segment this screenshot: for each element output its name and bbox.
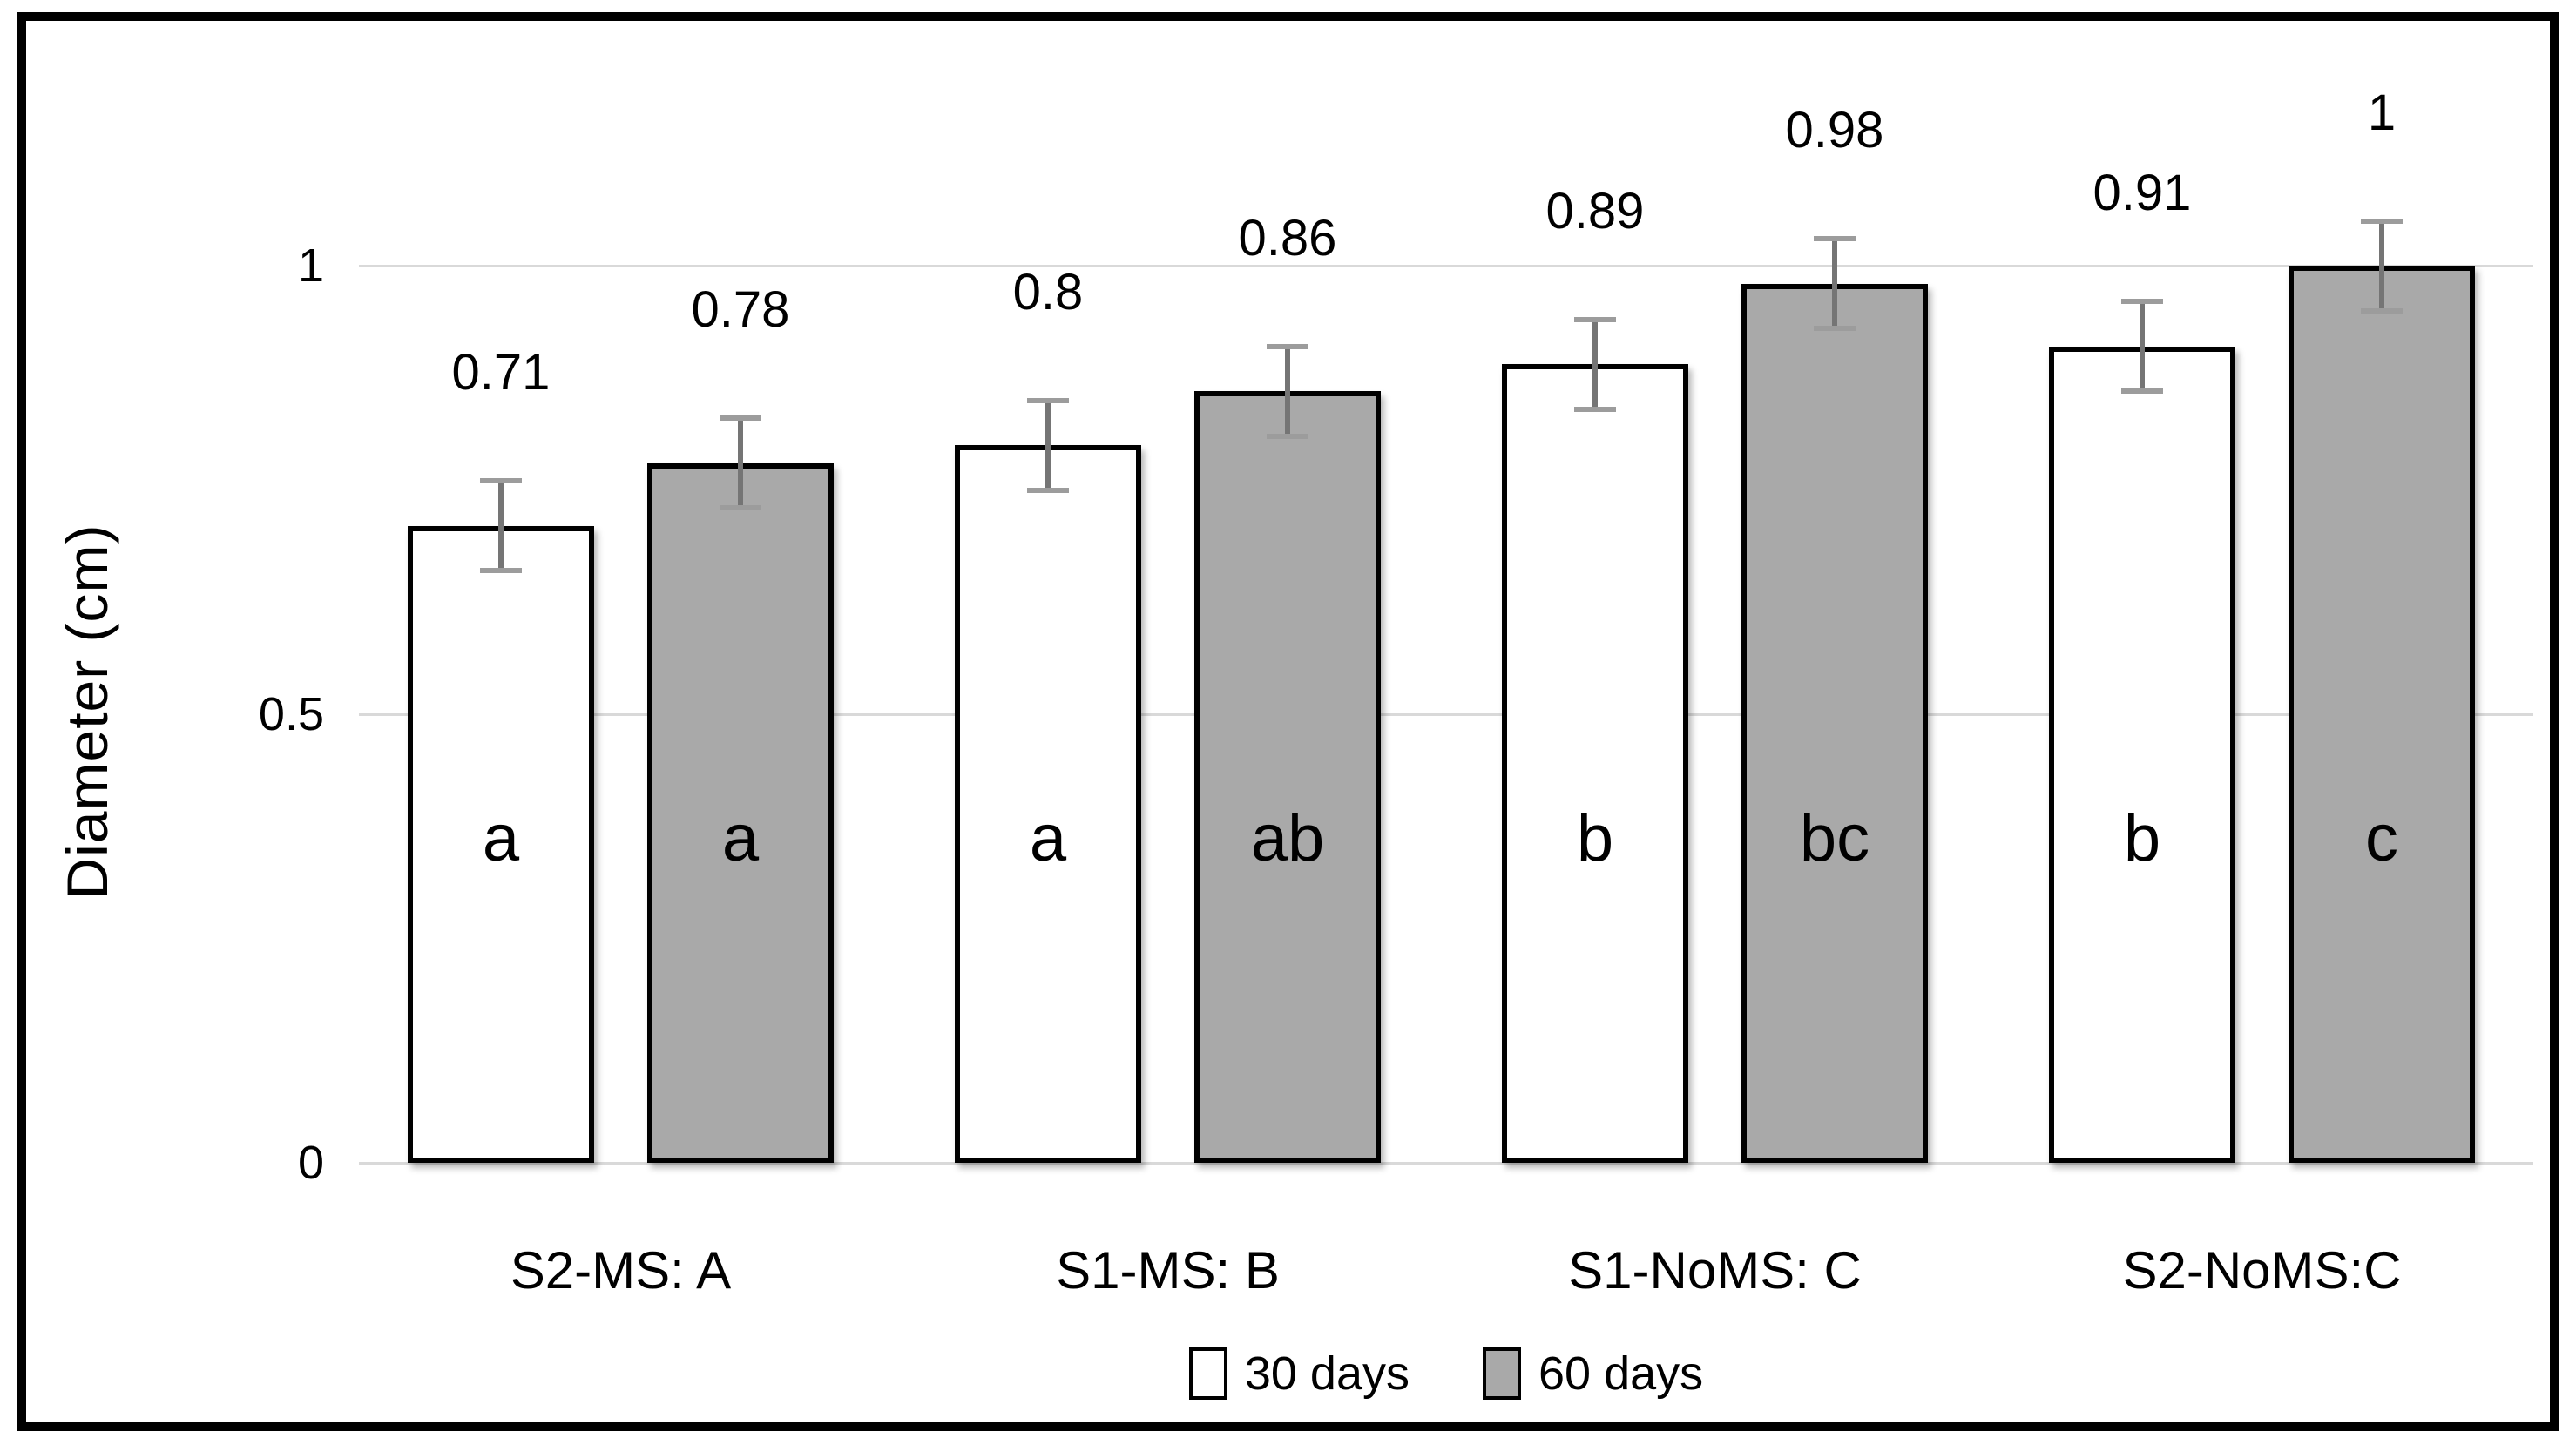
legend: 30 days 60 days xyxy=(359,1345,2533,1402)
error-bar-line-60-days-s1-ms-b xyxy=(1285,346,1290,436)
chart-frame xyxy=(17,12,2559,1431)
error-bar-cap-top-60-days-s2-noms-c xyxy=(2361,218,2403,224)
error-bar-line-60-days-s2-ms-a xyxy=(738,418,743,509)
error-bar-cap-top-30-days-s2-ms-a xyxy=(480,478,522,484)
gridline-y-0.5 xyxy=(359,713,2533,716)
significance-letter-60-days-s2-noms-c: c xyxy=(2365,801,2398,875)
value-label-30-days-s1-ms-b: 0.8 xyxy=(1012,263,1084,321)
significance-letter-60-days-s2-ms-a: a xyxy=(721,801,760,875)
legend-label-30-days: 30 days xyxy=(1244,1347,1410,1400)
error-bar-cap-bottom-30-days-s2-noms-c xyxy=(2121,388,2163,395)
error-bar-cap-top-30-days-s1-ms-b xyxy=(1027,397,1069,403)
category-label-s2-noms-c: S2-NoMS:C xyxy=(2122,1241,2402,1300)
error-bar-cap-bottom-30-days-s2-ms-a xyxy=(480,568,522,574)
category-label-s2-ms-a: S2-MS: A xyxy=(510,1241,732,1300)
y-tick-label-1: 1 xyxy=(297,240,324,292)
legend-swatch-30-days xyxy=(1188,1347,1227,1400)
value-label-60-days-s2-ms-a: 0.78 xyxy=(691,281,790,339)
legend-item-60-days: 60 days xyxy=(1483,1345,1703,1402)
error-bar-cap-bottom-60-days-s2-ms-a xyxy=(720,505,761,511)
error-bar-line-30-days-s1-ms-b xyxy=(1045,400,1051,490)
significance-letter-30-days-s1-ms-b: a xyxy=(1029,801,1067,875)
legend-swatch-60-days xyxy=(1483,1347,1521,1400)
significance-letter-60-days-s1-noms-c: bc xyxy=(1799,801,1870,875)
error-bar-line-60-days-s2-noms-c xyxy=(2379,220,2384,311)
gridline-y-0 xyxy=(359,1162,2533,1165)
error-bar-cap-bottom-30-days-s1-noms-c xyxy=(1574,406,1616,412)
bar-30-days-s1-ms-b xyxy=(955,445,1141,1163)
legend-label-60-days: 60 days xyxy=(1538,1347,1704,1400)
value-label-30-days-s1-noms-c: 0.89 xyxy=(1545,182,1645,240)
bar-60-days-s1-noms-c xyxy=(1741,283,1928,1163)
significance-letter-60-days-s1-ms-b: ab xyxy=(1250,801,1325,875)
significance-letter-30-days-s1-noms-c: b xyxy=(1576,801,1614,875)
error-bar-cap-bottom-60-days-s1-noms-c xyxy=(1814,326,1856,332)
bar-30-days-s1-noms-c xyxy=(1502,364,1688,1163)
error-bar-cap-top-60-days-s1-ms-b xyxy=(1267,343,1308,349)
y-tick-label-0: 0 xyxy=(297,1137,324,1189)
value-label-30-days-s2-ms-a: 0.71 xyxy=(451,344,551,402)
error-bar-cap-bottom-60-days-s2-noms-c xyxy=(2361,307,2403,314)
value-label-30-days-s2-noms-c: 0.91 xyxy=(2093,165,2192,222)
error-bar-cap-top-30-days-s2-noms-c xyxy=(2121,299,2163,305)
category-label-s1-noms-c: S1-NoMS: C xyxy=(1568,1241,1862,1300)
category-label-s1-ms-b: S1-MS: B xyxy=(1056,1241,1280,1300)
value-label-60-days-s1-noms-c: 0.98 xyxy=(1785,102,1884,159)
error-bar-cap-top-60-days-s2-ms-a xyxy=(720,415,761,422)
significance-letter-30-days-s2-noms-c: b xyxy=(2123,801,2161,875)
error-bar-line-30-days-s1-noms-c xyxy=(1592,319,1598,409)
value-label-60-days-s2-noms-c: 1 xyxy=(2367,84,2397,141)
significance-letter-30-days-s2-ms-a: a xyxy=(482,801,520,875)
error-bar-cap-bottom-60-days-s1-ms-b xyxy=(1267,433,1308,439)
error-bar-line-30-days-s2-noms-c xyxy=(2140,301,2145,392)
bar-60-days-s1-ms-b xyxy=(1194,391,1381,1163)
error-bar-cap-top-30-days-s1-noms-c xyxy=(1574,316,1616,322)
error-bar-cap-bottom-30-days-s1-ms-b xyxy=(1027,487,1069,493)
error-bar-line-30-days-s2-ms-a xyxy=(498,481,504,571)
error-bar-line-60-days-s1-noms-c xyxy=(1832,239,1837,329)
gridline-y-1 xyxy=(359,265,2533,267)
error-bar-cap-top-60-days-s1-noms-c xyxy=(1814,236,1856,242)
y-axis-title: Diameter (cm) xyxy=(55,523,119,900)
value-label-60-days-s1-ms-b: 0.86 xyxy=(1238,209,1337,267)
bar-30-days-s2-noms-c xyxy=(2049,346,2235,1163)
legend-item-30-days: 30 days xyxy=(1188,1345,1410,1402)
bar-60-days-s2-noms-c xyxy=(2289,266,2475,1163)
y-tick-label-0.5: 0.5 xyxy=(258,688,324,740)
